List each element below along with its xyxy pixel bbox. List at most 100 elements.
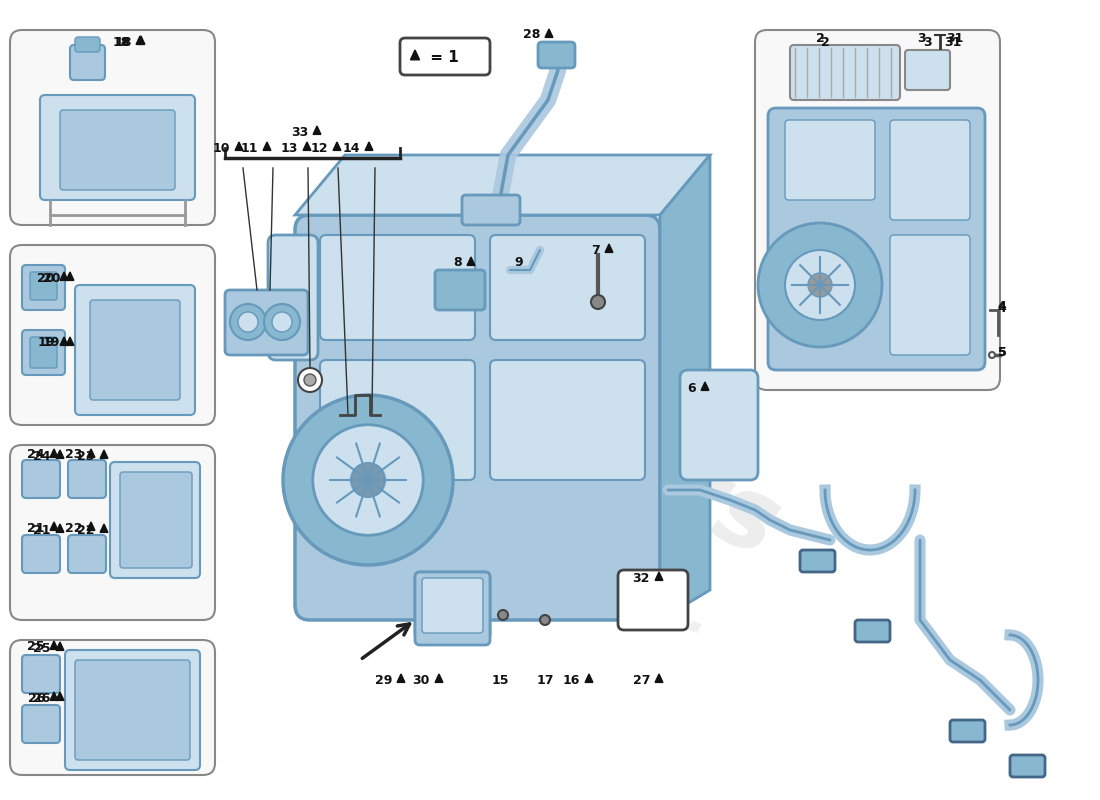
Text: 24: 24	[33, 450, 50, 462]
Text: 18: 18	[112, 35, 130, 49]
Polygon shape	[51, 692, 58, 701]
Text: 7: 7	[592, 243, 600, 257]
Polygon shape	[397, 674, 405, 682]
FancyBboxPatch shape	[320, 235, 475, 340]
Polygon shape	[314, 126, 321, 134]
Circle shape	[264, 304, 300, 340]
FancyBboxPatch shape	[905, 50, 950, 90]
FancyBboxPatch shape	[110, 462, 200, 578]
Text: 24: 24	[28, 449, 45, 462]
Text: 4: 4	[998, 301, 1006, 314]
Polygon shape	[410, 50, 419, 60]
Text: 21: 21	[33, 523, 50, 537]
FancyBboxPatch shape	[10, 30, 214, 225]
FancyBboxPatch shape	[22, 265, 65, 310]
FancyBboxPatch shape	[950, 720, 984, 742]
Text: 21: 21	[28, 522, 45, 534]
Polygon shape	[656, 674, 663, 682]
Polygon shape	[263, 142, 271, 150]
FancyBboxPatch shape	[434, 270, 485, 310]
Circle shape	[238, 312, 258, 332]
Polygon shape	[51, 641, 58, 650]
FancyBboxPatch shape	[70, 45, 104, 80]
Polygon shape	[56, 450, 64, 458]
Polygon shape	[585, 674, 593, 682]
Circle shape	[498, 610, 508, 620]
Polygon shape	[304, 142, 311, 150]
Text: 8: 8	[453, 257, 462, 270]
Text: 33: 33	[290, 126, 308, 138]
Text: 18: 18	[114, 35, 132, 49]
FancyBboxPatch shape	[68, 460, 106, 498]
FancyBboxPatch shape	[120, 472, 192, 568]
Circle shape	[785, 250, 855, 320]
Text: 9: 9	[515, 257, 524, 270]
FancyBboxPatch shape	[538, 42, 575, 68]
Polygon shape	[468, 257, 475, 266]
Text: 32: 32	[632, 571, 650, 585]
FancyBboxPatch shape	[755, 30, 1000, 390]
Polygon shape	[51, 522, 58, 530]
Text: 29: 29	[375, 674, 392, 686]
Polygon shape	[66, 337, 74, 346]
FancyBboxPatch shape	[768, 108, 984, 370]
FancyBboxPatch shape	[462, 195, 520, 225]
Polygon shape	[56, 524, 64, 533]
FancyBboxPatch shape	[22, 655, 61, 693]
Polygon shape	[87, 522, 95, 530]
Text: 14: 14	[342, 142, 360, 154]
Circle shape	[591, 295, 605, 309]
FancyBboxPatch shape	[415, 572, 490, 645]
Polygon shape	[436, 674, 443, 682]
FancyBboxPatch shape	[30, 272, 57, 300]
Circle shape	[283, 395, 453, 565]
Polygon shape	[56, 642, 64, 650]
Text: 19: 19	[43, 337, 60, 350]
FancyBboxPatch shape	[75, 37, 100, 52]
FancyBboxPatch shape	[490, 235, 645, 340]
Text: 22: 22	[65, 522, 82, 534]
Polygon shape	[365, 142, 373, 150]
Circle shape	[312, 425, 424, 535]
Text: 28: 28	[522, 29, 540, 42]
FancyBboxPatch shape	[68, 535, 106, 573]
Text: 26: 26	[33, 691, 50, 705]
Polygon shape	[235, 142, 243, 150]
Polygon shape	[66, 272, 74, 280]
FancyBboxPatch shape	[855, 620, 890, 642]
FancyBboxPatch shape	[268, 235, 318, 360]
Text: 31: 31	[944, 35, 961, 49]
FancyBboxPatch shape	[680, 370, 758, 480]
Circle shape	[304, 374, 316, 386]
FancyBboxPatch shape	[10, 445, 214, 620]
FancyBboxPatch shape	[400, 38, 490, 75]
FancyBboxPatch shape	[22, 460, 61, 498]
Text: 5: 5	[998, 346, 1006, 359]
FancyBboxPatch shape	[90, 300, 180, 400]
Polygon shape	[295, 155, 710, 215]
Polygon shape	[605, 244, 613, 253]
Circle shape	[758, 223, 882, 347]
FancyBboxPatch shape	[40, 95, 195, 200]
Text: 15: 15	[492, 674, 508, 686]
Polygon shape	[546, 29, 553, 38]
FancyBboxPatch shape	[22, 705, 61, 743]
Polygon shape	[60, 272, 68, 280]
Polygon shape	[138, 36, 145, 44]
Polygon shape	[60, 337, 68, 346]
Circle shape	[230, 304, 266, 340]
Circle shape	[272, 312, 292, 332]
FancyBboxPatch shape	[890, 120, 970, 220]
FancyBboxPatch shape	[10, 640, 214, 775]
Text: a passion...: a passion...	[362, 473, 718, 647]
Text: 4: 4	[998, 302, 1006, 314]
FancyBboxPatch shape	[785, 120, 874, 200]
FancyBboxPatch shape	[800, 550, 835, 572]
Text: 23: 23	[65, 449, 82, 462]
FancyBboxPatch shape	[10, 245, 214, 425]
Polygon shape	[51, 449, 58, 458]
Circle shape	[540, 615, 550, 625]
FancyBboxPatch shape	[22, 535, 61, 573]
Text: 27: 27	[632, 674, 650, 686]
Text: 22: 22	[77, 523, 94, 537]
